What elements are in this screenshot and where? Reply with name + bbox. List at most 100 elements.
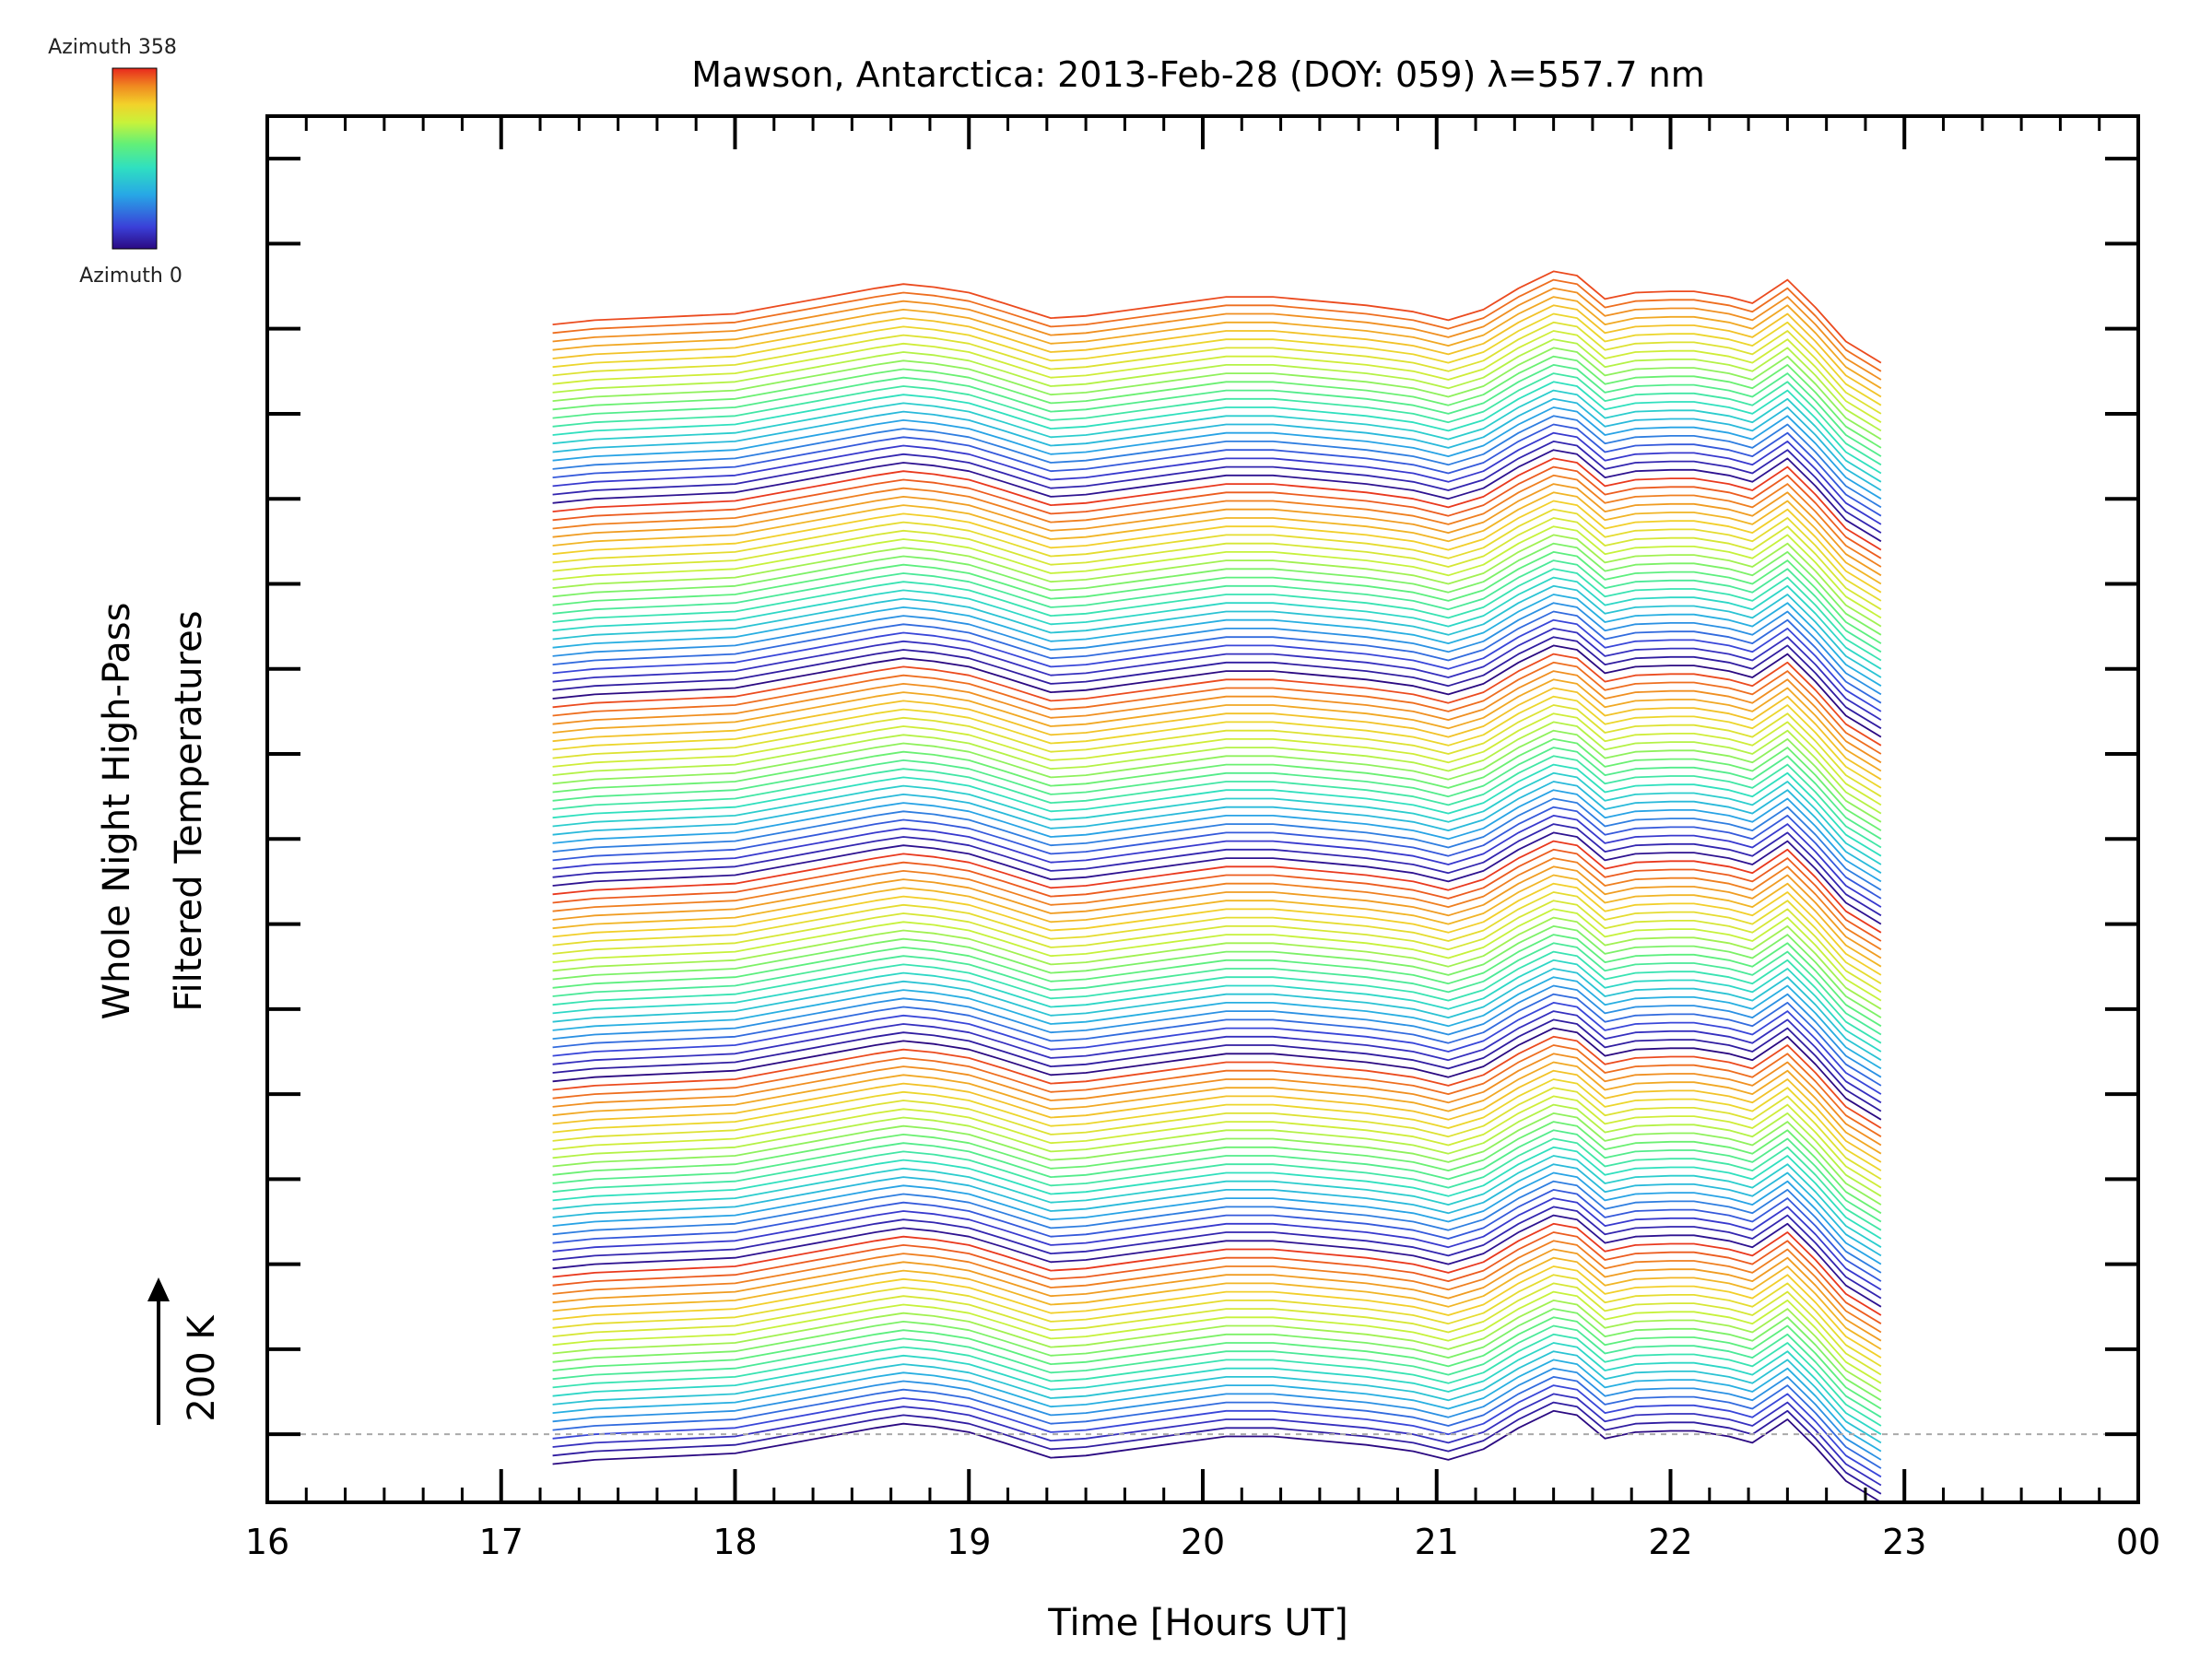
series-line	[552, 1095, 1882, 1189]
series-line	[552, 1129, 1882, 1223]
series-line	[552, 321, 1882, 415]
series-line	[552, 474, 1882, 568]
series-line	[552, 882, 1882, 976]
series-line	[552, 823, 1882, 917]
series-line	[552, 1035, 1882, 1129]
series-line	[552, 1189, 1882, 1282]
x-tick-label: 19	[947, 1522, 991, 1562]
series-line	[552, 296, 1882, 390]
series-line	[552, 857, 1882, 950]
series-line	[552, 721, 1882, 815]
x-tick-label: 00	[2116, 1522, 2160, 1562]
colorbar-top-label: Azimuth 358	[48, 36, 177, 59]
series-line	[552, 1002, 1882, 1095]
series-line	[552, 457, 1882, 551]
series-line	[552, 389, 1882, 483]
series-line	[552, 1324, 1882, 1418]
series-line	[552, 1206, 1882, 1300]
series-line	[552, 1384, 1882, 1478]
series-line	[552, 1231, 1882, 1324]
series-line	[552, 618, 1882, 712]
x-tick-label: 22	[1648, 1522, 1692, 1562]
x-tick-label: 16	[245, 1522, 289, 1562]
series-line	[552, 908, 1882, 1002]
series-line	[552, 525, 1882, 619]
series-line	[552, 304, 1882, 398]
chart-title: Mawson, Antarctica: 2013-Feb-28 (DOY: 05…	[691, 54, 1704, 95]
series-line	[552, 653, 1882, 747]
series-line	[552, 644, 1882, 738]
series-line	[552, 704, 1882, 797]
series-line	[552, 1367, 1882, 1461]
series-line	[552, 330, 1882, 423]
series-line	[552, 1078, 1882, 1171]
series-line	[552, 1240, 1882, 1334]
series-line	[552, 440, 1882, 534]
series-line	[552, 465, 1882, 559]
series-line	[552, 781, 1882, 874]
x-axis-label: Time [Hours UT]	[1047, 1602, 1347, 1644]
series-line	[552, 551, 1882, 644]
series-line	[552, 415, 1882, 509]
series-line	[552, 1359, 1882, 1453]
series-line	[552, 934, 1882, 1028]
series-line	[552, 610, 1882, 704]
series-line	[552, 815, 1882, 908]
series-line	[552, 1308, 1882, 1402]
series-line	[552, 848, 1882, 942]
series-line	[552, 517, 1882, 610]
series-traces	[552, 270, 1882, 1502]
series-line	[552, 1333, 1882, 1427]
series-line	[552, 712, 1882, 806]
series-line	[552, 491, 1882, 585]
series-line	[552, 1256, 1882, 1350]
series-line	[552, 534, 1882, 628]
series-line	[552, 500, 1882, 594]
series-line	[552, 1401, 1882, 1495]
scale-arrow	[147, 1277, 170, 1425]
series-line	[552, 925, 1882, 1018]
series-line	[552, 584, 1882, 678]
series-line	[552, 423, 1882, 517]
series-line	[552, 483, 1882, 577]
series-line	[552, 1222, 1882, 1316]
series-line	[552, 1155, 1882, 1248]
x-tick-label: 23	[1882, 1522, 1926, 1562]
series-line	[552, 312, 1882, 406]
colorbar: Azimuth 358 Azimuth 0	[48, 36, 182, 288]
series-line	[552, 1376, 1882, 1469]
series-line	[552, 763, 1882, 857]
x-tick-label: 21	[1415, 1522, 1459, 1562]
series-line	[552, 755, 1882, 849]
series-line	[552, 372, 1882, 466]
series-line	[552, 747, 1882, 841]
series-line	[552, 1350, 1882, 1444]
series-line	[552, 270, 1882, 364]
series-line	[552, 1171, 1882, 1265]
series-line	[552, 1010, 1882, 1104]
series-line	[552, 431, 1882, 525]
series-line	[552, 1274, 1882, 1368]
series-line	[552, 678, 1882, 772]
series-line	[552, 1393, 1882, 1487]
series-line	[552, 594, 1882, 687]
series-line	[552, 1290, 1882, 1384]
series-line	[552, 381, 1882, 475]
series-line	[552, 1027, 1882, 1121]
series-line	[552, 1146, 1882, 1240]
series-line	[552, 771, 1882, 865]
series-line	[552, 959, 1882, 1053]
series-line	[552, 1069, 1882, 1163]
series-line	[552, 355, 1882, 449]
series-line	[552, 1342, 1882, 1435]
series-line	[552, 338, 1882, 432]
series-line	[552, 1103, 1882, 1197]
series-line	[552, 1137, 1882, 1231]
series-line	[552, 670, 1882, 764]
series-line	[552, 1121, 1882, 1215]
colorbar-bottom-label: Azimuth 0	[79, 265, 182, 288]
x-tick-label: 18	[712, 1522, 757, 1562]
series-line	[552, 1316, 1882, 1410]
series-line	[552, 942, 1882, 1036]
